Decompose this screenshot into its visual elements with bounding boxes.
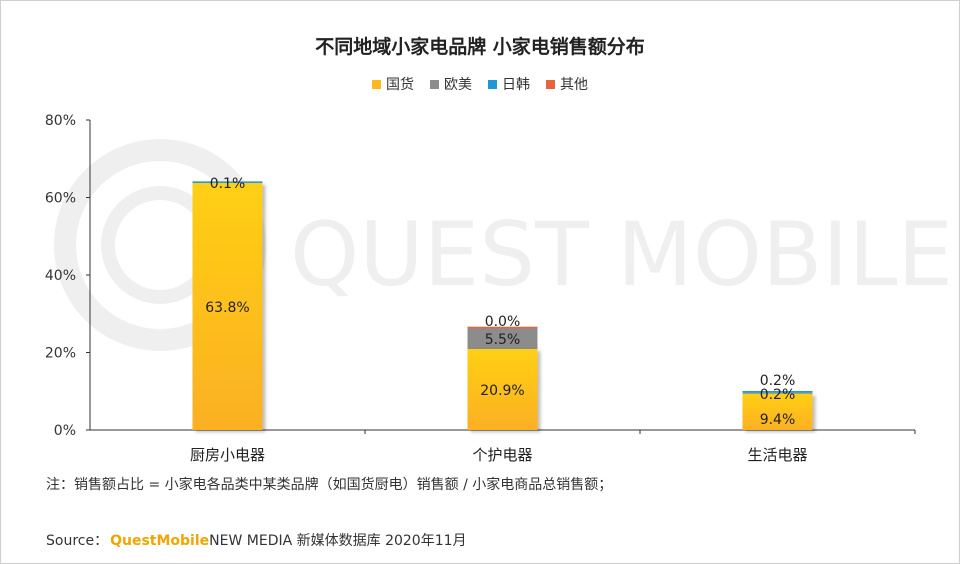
y-tick-label: 20%: [45, 346, 76, 362]
source-line: Source： QuestMobile NEW MEDIA 新媒体数据库 202…: [46, 530, 467, 550]
data-label: 0.1%: [210, 176, 246, 192]
legend-swatch-qita: [546, 79, 555, 89]
data-label: 9.4%: [760, 412, 796, 428]
watermark-text: QUEST MOBILE: [290, 203, 953, 306]
data-label: 0.2%: [760, 373, 796, 389]
data-label: 5.5%: [485, 332, 521, 348]
source-rest: NEW MEDIA 新媒体数据库 2020年11月: [209, 533, 467, 549]
x-tick-label: 厨房小电器: [190, 446, 265, 464]
bar-segment: [742, 393, 813, 430]
legend: 国货 欧美 日韩 其他: [0, 74, 960, 94]
x-tick-label: 个护电器: [472, 446, 532, 464]
chart-title: 不同地域小家电品牌 小家电销售额分布: [315, 36, 645, 58]
legend-label-guohuo: 国货: [386, 77, 414, 93]
legend-item-qita: 其他: [546, 74, 588, 94]
bar-segment: [467, 349, 538, 430]
legend-swatch-rihan: [488, 79, 497, 89]
bar-segment: [467, 327, 538, 350]
bar-top-cap: [192, 181, 263, 183]
y-tick-label: 40%: [45, 268, 76, 284]
legend-label-rihan: 日韩: [502, 77, 530, 93]
source-prefix: Source：: [46, 533, 109, 549]
legend-label-qita: 其他: [560, 77, 588, 93]
legend-item-guohuo: 国货: [372, 74, 414, 94]
watermark: QUEST MOBILE: [54, 139, 953, 351]
data-label: 0.2%: [760, 387, 796, 403]
source-brand: QuestMobile: [110, 533, 210, 549]
data-label: 20.9%: [480, 383, 524, 399]
y-tick-label: 0%: [54, 423, 76, 439]
bar-top-cap: [742, 391, 813, 393]
legend-item-rihan: 日韩: [488, 74, 530, 94]
legend-swatch-oumei: [430, 79, 439, 89]
data-label: 0.0%: [485, 314, 521, 330]
legend-label-oumei: 欧美: [444, 77, 472, 93]
legend-swatch-guohuo: [372, 79, 381, 89]
bar-top-cap: [467, 326, 538, 329]
legend-item-oumei: 欧美: [430, 74, 472, 94]
bar-segment: [192, 182, 263, 430]
x-tick-label: 生活电器: [747, 446, 807, 464]
y-tick-label: 80%: [45, 113, 76, 129]
footnote: 注：销售额占比 = 小家电各品类中某类品牌（如国货厨电）销售额 / 小家电商品总…: [46, 477, 613, 493]
data-label: 63.8%: [205, 300, 249, 316]
bar-segment: [742, 392, 813, 394]
y-tick-label: 60%: [45, 191, 76, 207]
